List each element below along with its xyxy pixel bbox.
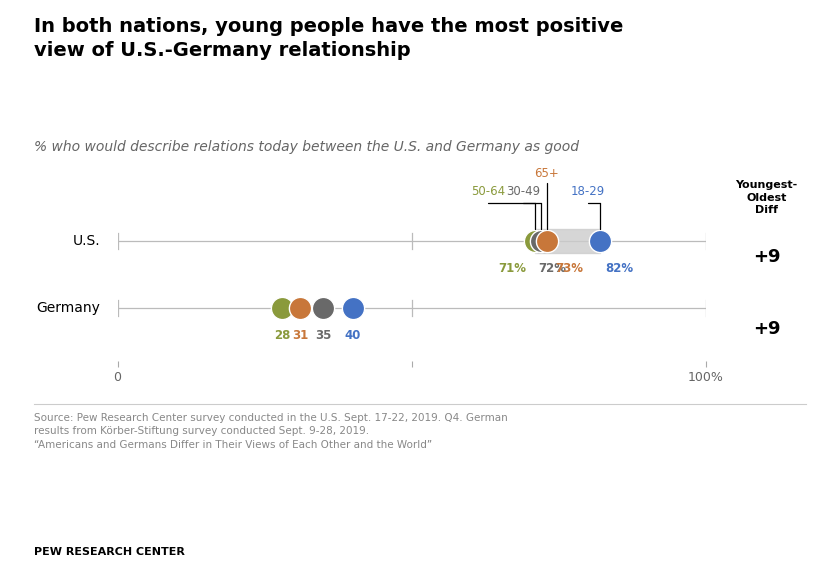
Text: 65+: 65+ xyxy=(534,167,559,180)
Text: 31: 31 xyxy=(291,329,308,342)
Text: 30-49: 30-49 xyxy=(507,185,540,198)
Text: 40: 40 xyxy=(344,329,361,342)
Text: PEW RESEARCH CENTER: PEW RESEARCH CENTER xyxy=(34,547,185,557)
Text: 35: 35 xyxy=(315,329,332,342)
Text: 82%: 82% xyxy=(606,262,633,275)
Text: 71%: 71% xyxy=(498,262,526,275)
Text: 50-64: 50-64 xyxy=(471,185,505,198)
Text: % who would describe relations today between the U.S. and Germany as good: % who would describe relations today bet… xyxy=(34,140,579,154)
Text: +9: +9 xyxy=(753,320,780,338)
Text: 72%: 72% xyxy=(538,262,566,275)
Text: Germany: Germany xyxy=(36,301,100,315)
Text: 18-29: 18-29 xyxy=(571,185,605,198)
Text: U.S.: U.S. xyxy=(72,234,100,248)
Text: Source: Pew Research Center survey conducted in the U.S. Sept. 17-22, 2019. Q4. : Source: Pew Research Center survey condu… xyxy=(34,413,507,450)
Text: 73%: 73% xyxy=(556,262,584,275)
Text: In both nations, young people have the most positive
view of U.S.-Germany relati: In both nations, young people have the m… xyxy=(34,17,623,60)
Text: 28: 28 xyxy=(274,329,291,342)
Text: Youngest-
Oldest
Diff: Youngest- Oldest Diff xyxy=(735,180,798,215)
Text: +9: +9 xyxy=(753,247,780,265)
